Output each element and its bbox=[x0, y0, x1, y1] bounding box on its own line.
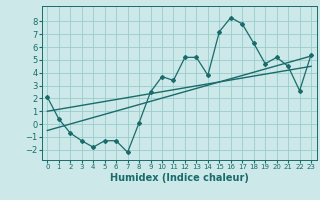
X-axis label: Humidex (Indice chaleur): Humidex (Indice chaleur) bbox=[110, 173, 249, 183]
